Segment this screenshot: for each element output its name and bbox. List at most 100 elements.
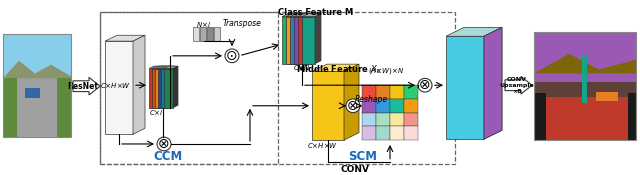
- Polygon shape: [164, 69, 173, 108]
- Polygon shape: [105, 35, 145, 41]
- Polygon shape: [282, 14, 301, 17]
- Polygon shape: [446, 27, 502, 36]
- Polygon shape: [362, 113, 376, 126]
- Polygon shape: [298, 14, 317, 17]
- Polygon shape: [534, 82, 636, 97]
- Polygon shape: [158, 66, 163, 108]
- Polygon shape: [312, 64, 359, 72]
- Polygon shape: [282, 17, 295, 64]
- Polygon shape: [295, 14, 301, 64]
- Text: ⊗: ⊗: [158, 137, 170, 151]
- Polygon shape: [534, 54, 636, 74]
- Polygon shape: [390, 113, 404, 126]
- Polygon shape: [376, 99, 390, 113]
- Polygon shape: [534, 83, 636, 140]
- Polygon shape: [158, 69, 167, 108]
- Polygon shape: [170, 66, 175, 108]
- Polygon shape: [155, 66, 169, 69]
- Circle shape: [225, 49, 239, 63]
- Polygon shape: [286, 17, 299, 64]
- Polygon shape: [214, 27, 220, 41]
- Text: $C{\times}H{\times}W$: $C{\times}H{\times}W$: [100, 81, 131, 90]
- Polygon shape: [628, 93, 636, 140]
- Polygon shape: [161, 69, 170, 108]
- Polygon shape: [344, 64, 359, 140]
- Polygon shape: [133, 35, 145, 134]
- Circle shape: [346, 99, 360, 113]
- Text: $(H{\times}W){\times}N$: $(H{\times}W){\times}N$: [368, 65, 404, 76]
- Text: SCM: SCM: [349, 150, 378, 163]
- Polygon shape: [362, 99, 376, 113]
- Polygon shape: [312, 72, 344, 140]
- Polygon shape: [390, 85, 404, 99]
- Text: Reshape: Reshape: [355, 95, 388, 104]
- Polygon shape: [376, 113, 390, 126]
- Polygon shape: [155, 69, 164, 108]
- Polygon shape: [3, 34, 71, 78]
- Text: $N{\times}l$: $N{\times}l$: [196, 20, 211, 29]
- Text: $C{\times}H{\times}W$: $C{\times}H{\times}W$: [307, 141, 338, 150]
- Polygon shape: [3, 61, 71, 78]
- Polygon shape: [161, 66, 166, 108]
- Polygon shape: [404, 113, 418, 126]
- Polygon shape: [299, 14, 305, 64]
- Polygon shape: [193, 27, 199, 41]
- Text: ⊗: ⊗: [419, 78, 431, 92]
- Polygon shape: [534, 93, 546, 140]
- Text: ⊙: ⊙: [226, 49, 238, 63]
- Polygon shape: [294, 17, 307, 64]
- Polygon shape: [404, 99, 418, 113]
- Polygon shape: [149, 66, 163, 69]
- Polygon shape: [311, 14, 317, 64]
- Text: Middle Feature $X_C$: Middle Feature $X_C$: [296, 63, 382, 76]
- Polygon shape: [446, 36, 484, 139]
- Polygon shape: [152, 69, 161, 108]
- Text: $C{\times}N$: $C{\times}N$: [293, 63, 311, 72]
- Polygon shape: [164, 66, 178, 69]
- FancyArrow shape: [505, 76, 532, 94]
- Polygon shape: [307, 14, 313, 64]
- Polygon shape: [376, 85, 390, 99]
- Polygon shape: [290, 14, 309, 17]
- Polygon shape: [404, 126, 418, 140]
- Text: CONV: CONV: [340, 164, 369, 174]
- Polygon shape: [200, 27, 206, 41]
- Polygon shape: [161, 66, 175, 69]
- Polygon shape: [167, 66, 172, 108]
- Circle shape: [157, 137, 171, 151]
- Polygon shape: [207, 27, 213, 41]
- Polygon shape: [484, 27, 502, 139]
- Polygon shape: [298, 17, 311, 64]
- Polygon shape: [484, 27, 502, 139]
- Polygon shape: [3, 78, 17, 137]
- Text: CCM: CCM: [154, 150, 182, 163]
- Polygon shape: [404, 85, 418, 99]
- Text: ⊗: ⊗: [347, 99, 359, 113]
- Polygon shape: [164, 66, 169, 108]
- Polygon shape: [105, 41, 133, 134]
- Text: CONV
Upsample
×8: CONV Upsample ×8: [500, 77, 534, 93]
- Polygon shape: [582, 56, 587, 103]
- Polygon shape: [149, 69, 158, 108]
- Polygon shape: [57, 78, 71, 137]
- Text: Class Feature M: Class Feature M: [278, 8, 353, 17]
- Polygon shape: [315, 14, 321, 64]
- Text: $C{\times}l$: $C{\times}l$: [148, 108, 163, 117]
- Text: ResNet: ResNet: [67, 82, 99, 91]
- Polygon shape: [25, 88, 40, 98]
- Polygon shape: [152, 66, 166, 69]
- Polygon shape: [303, 14, 309, 64]
- Polygon shape: [3, 78, 71, 137]
- Polygon shape: [376, 126, 390, 140]
- FancyArrow shape: [73, 77, 100, 95]
- Polygon shape: [286, 14, 305, 17]
- Polygon shape: [596, 92, 618, 101]
- Polygon shape: [534, 32, 636, 86]
- Polygon shape: [302, 14, 321, 17]
- Polygon shape: [302, 17, 315, 64]
- Text: Transpose: Transpose: [223, 19, 262, 28]
- Circle shape: [418, 78, 432, 92]
- Polygon shape: [362, 126, 376, 140]
- Polygon shape: [290, 17, 303, 64]
- Polygon shape: [158, 66, 172, 69]
